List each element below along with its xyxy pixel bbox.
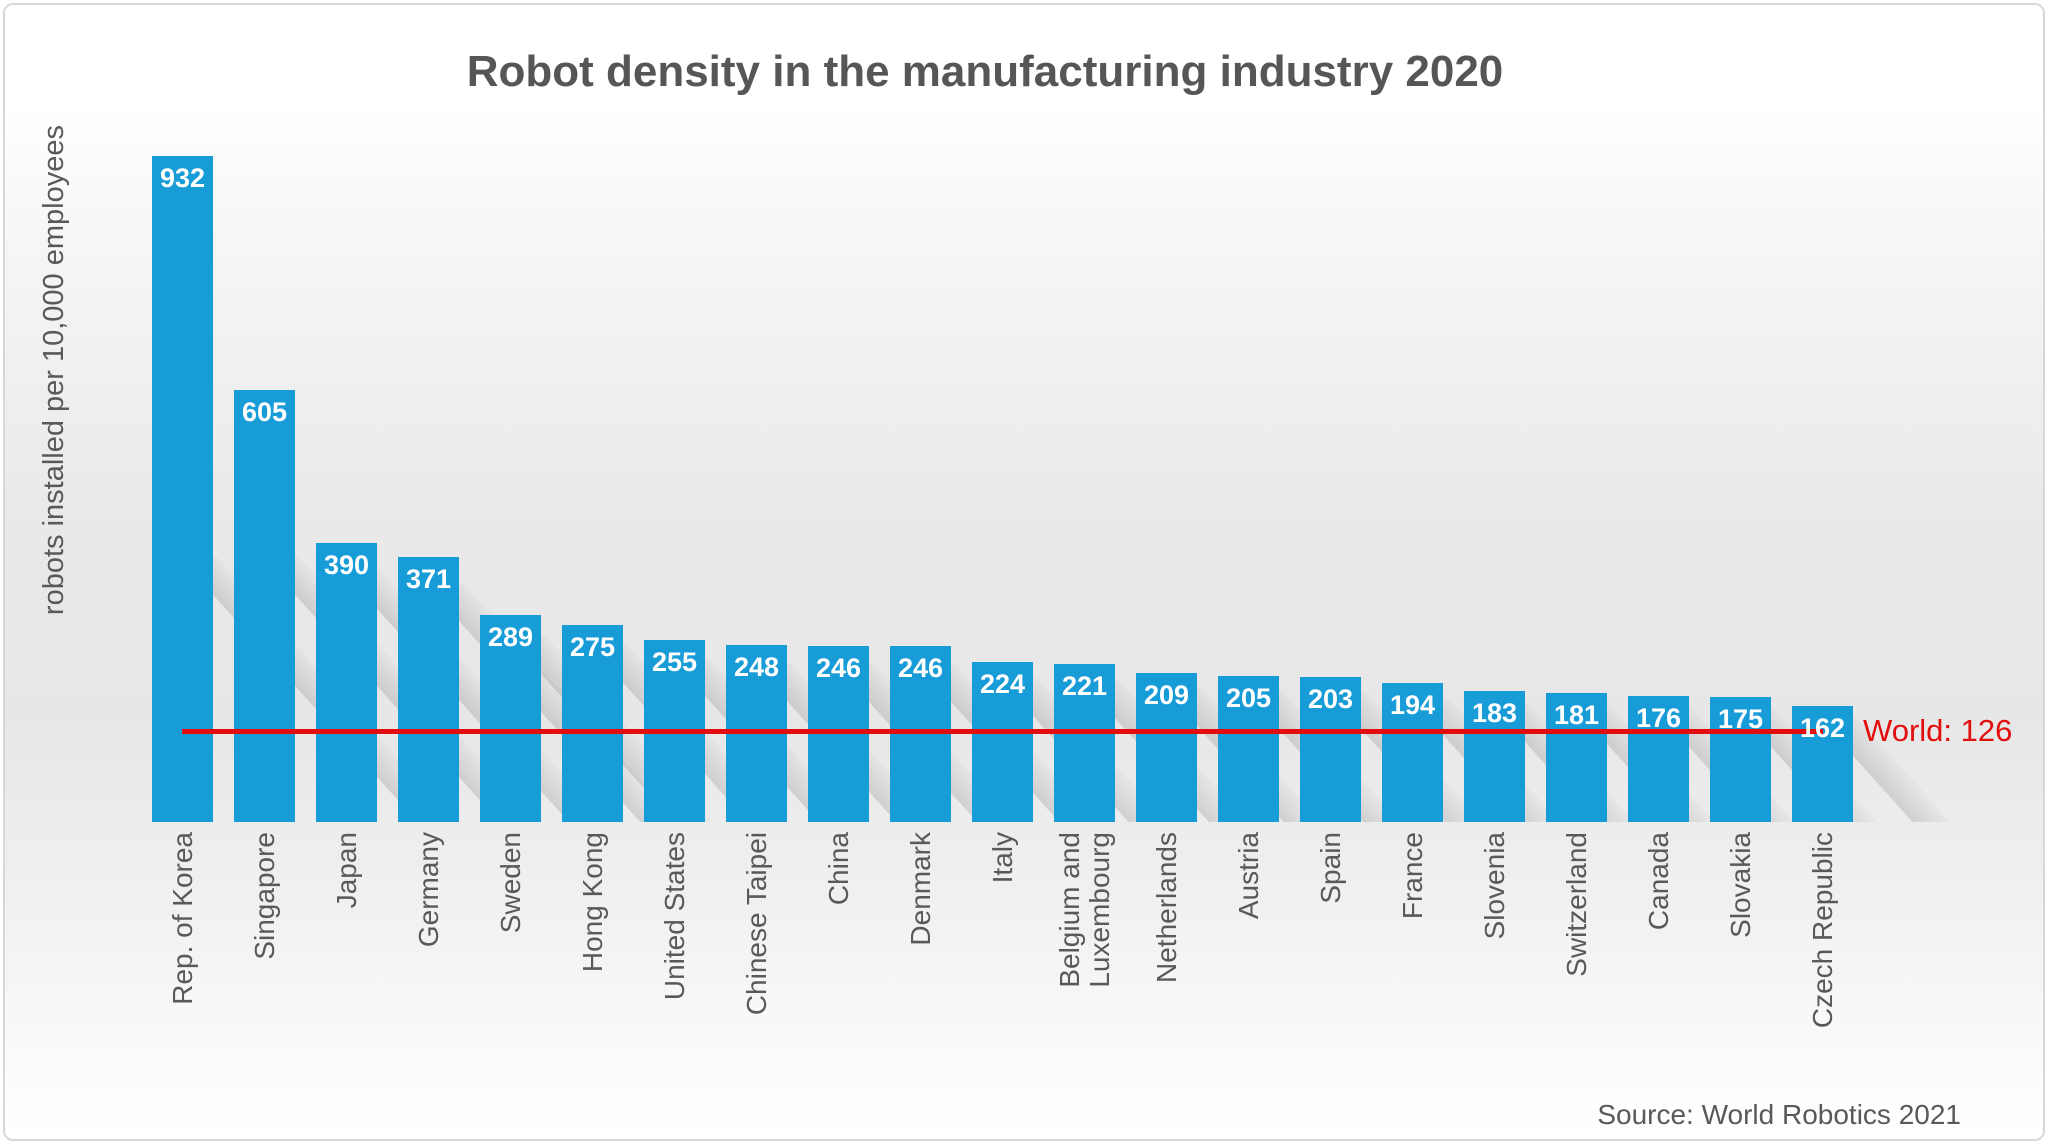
bar-singapore: 605 (234, 390, 295, 822)
bar-netherlands: 209 (1136, 673, 1197, 822)
bar-germany: 371 (398, 557, 459, 822)
bar-value-label: 390 (323, 550, 370, 580)
bar-value-label: 605 (241, 397, 288, 427)
x-axis-label: Spain (1314, 832, 1346, 904)
x-axis-label: Japan (330, 832, 362, 909)
x-axis-label: Czech Republic (1806, 832, 1838, 1029)
bar-rep.-of-korea: 932 (152, 156, 213, 822)
bar-value-label: 275 (569, 632, 616, 662)
bar-france: 194 (1382, 683, 1443, 822)
x-axis-label: Hong Kong (576, 832, 608, 973)
chart-title: Robot density in the manufacturing indus… (466, 47, 1504, 96)
bar-value-label: 371 (405, 564, 452, 594)
x-axis-label: Austria (1232, 832, 1264, 920)
bar-value-label: 194 (1389, 690, 1436, 720)
bar-spain: 203 (1300, 677, 1361, 822)
bar-switzerland: 181 (1546, 693, 1607, 822)
source-note: Source: World Robotics 2021 (1597, 1099, 1961, 1130)
x-axis-label: Italy (986, 832, 1018, 884)
world-average-label: World: 126 (1863, 713, 2013, 748)
bar-denmark: 246 (890, 646, 951, 822)
bar-japan: 390 (316, 543, 377, 822)
x-axis-label: Canada (1642, 832, 1674, 931)
bar-value-label: 246 (897, 653, 944, 683)
bar-sweden: 289 (480, 615, 541, 822)
bar-austria: 205 (1218, 676, 1279, 822)
x-axis-label: Germany (412, 832, 444, 948)
bar-czech-republic: 162 (1792, 706, 1853, 822)
y-axis-label: robots installed per 10,000 employees (38, 125, 70, 616)
bar-value-label: 183 (1471, 698, 1518, 728)
x-axis-label: Rep. of Korea (166, 832, 198, 1005)
x-axis-label: Slovenia (1478, 832, 1510, 940)
bar-value-label: 289 (487, 622, 534, 652)
world-average-line (182, 729, 1823, 734)
chart-canvas: Robot density in the manufacturing indus… (3, 3, 2045, 1141)
bar-value-label: 203 (1307, 684, 1354, 714)
bar-value-label: 224 (979, 669, 1026, 699)
bar-slovenia: 183 (1464, 691, 1525, 822)
x-axis-label: United States (658, 832, 690, 1001)
bar-value-label: 181 (1553, 700, 1600, 730)
x-axis-label: Switzerland (1560, 832, 1592, 977)
bar-value-label: 932 (159, 163, 206, 193)
bar-canada: 176 (1628, 696, 1689, 822)
plot-area: 932 605 390 371 289 275 255 248 246 246 224 221 209 2… (152, 156, 1951, 1028)
x-axis-label: Singapore (248, 832, 280, 960)
x-axis-label: Sweden (494, 832, 526, 934)
bar-value-label: 175 (1717, 704, 1764, 734)
bar-belgium-and-luxembourg: 221 (1054, 664, 1115, 822)
bar-hong-kong: 275 (562, 625, 623, 822)
x-axis-label: China (822, 832, 854, 906)
bar-value-label: 246 (815, 653, 862, 683)
bar-value-label: 205 (1225, 683, 1272, 713)
bar-value-label: 162 (1799, 713, 1846, 743)
bar-italy: 224 (972, 662, 1033, 822)
bar-slovakia: 175 (1710, 697, 1771, 822)
bar-value-label: 176 (1635, 703, 1682, 733)
bar-value-label: 248 (733, 652, 780, 682)
bar-value-label: 209 (1143, 680, 1190, 710)
bar-china: 246 (808, 646, 869, 822)
bar-value-label: 255 (651, 647, 698, 677)
x-axis-label: Denmark (904, 832, 936, 946)
bar-value-label: 221 (1061, 671, 1108, 701)
x-axis-label: Chinese Taipei (740, 832, 772, 1016)
x-axis-label: Slovakia (1724, 832, 1756, 938)
x-axis-label: Netherlands (1150, 832, 1182, 983)
x-axis-label: Belgium and Luxembourg (1053, 832, 1115, 988)
x-axis-label: France (1396, 832, 1428, 920)
